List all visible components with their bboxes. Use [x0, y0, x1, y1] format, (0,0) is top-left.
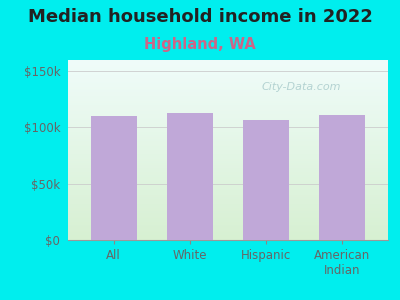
Text: Median household income in 2022: Median household income in 2022: [28, 8, 372, 26]
Bar: [91, 116, 136, 240]
Text: City-Data.com: City-Data.com: [262, 82, 341, 92]
Bar: [320, 115, 365, 240]
Text: Highland, WA: Highland, WA: [144, 37, 256, 52]
Bar: [243, 120, 289, 240]
Bar: [167, 113, 213, 240]
